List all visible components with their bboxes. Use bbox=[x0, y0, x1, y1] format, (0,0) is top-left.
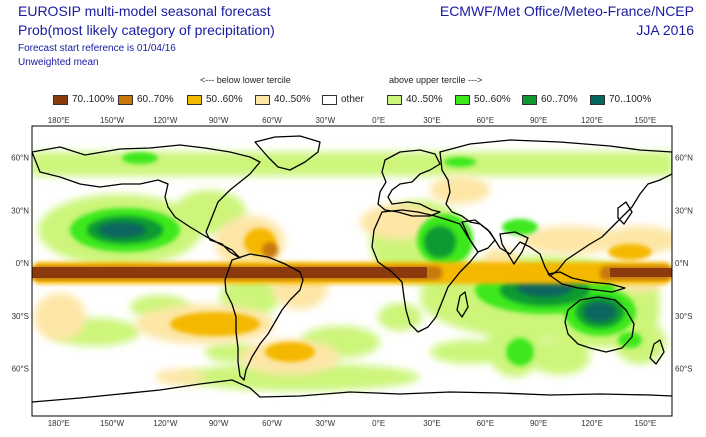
lon-label-top: 180°E bbox=[48, 116, 70, 125]
lon-label-top: 90°E bbox=[530, 116, 547, 125]
legend-swatch bbox=[118, 95, 133, 105]
legend-label: other bbox=[341, 94, 364, 105]
antarctica-coast bbox=[32, 379, 672, 403]
lat-label-right: 30°N bbox=[675, 206, 693, 215]
asia-coast bbox=[439, 139, 672, 277]
australia-coast bbox=[564, 296, 635, 353]
axis-ticks: 180°E 180°E 150°W 150°W 120°W 120°W 90°W 90°W 60… bbox=[11, 116, 693, 428]
greenland-coast bbox=[254, 135, 321, 171]
indonesia-coast bbox=[547, 271, 626, 293]
europe-coast bbox=[377, 149, 441, 217]
south-america-coast bbox=[224, 253, 304, 381]
map-title: EUROSIP multi-model seasonal forecast bbox=[18, 3, 271, 19]
lat-label-right: 60°S bbox=[675, 365, 692, 374]
source-text: ECMWF/Met Office/Meteo-France/NCEP bbox=[439, 3, 694, 19]
period-text: JJA 2016 bbox=[636, 22, 694, 38]
legend-label: 60..70% bbox=[137, 94, 174, 105]
lon-label-bottom: 120°W bbox=[153, 419, 178, 428]
lon-label-top: 60°E bbox=[477, 116, 494, 125]
legend-above-header: above upper tercile ---> bbox=[389, 75, 483, 85]
lon-label-top: 90°W bbox=[209, 116, 229, 125]
lon-label-bottom: 60°E bbox=[477, 419, 494, 428]
lat-label-left: 60°S bbox=[12, 365, 29, 374]
africa-coast bbox=[371, 209, 479, 333]
map-subtitle: Prob(most likely category of precipitati… bbox=[18, 22, 275, 38]
lon-label-bottom: 150°E bbox=[634, 419, 656, 428]
lon-label-bottom: 60°W bbox=[262, 419, 282, 428]
lon-label-bottom: 30°W bbox=[316, 419, 336, 428]
lon-label-top: 60°W bbox=[262, 116, 282, 125]
lon-label-bottom: 120°E bbox=[581, 419, 603, 428]
lon-label-top: 120°W bbox=[153, 116, 178, 125]
weighting-text: Unweighted mean bbox=[18, 57, 99, 68]
precipitation-map: 180°E 180°E 150°W 150°W 120°W 120°W 90°W 90°W 60… bbox=[11, 116, 693, 428]
lon-label-top: 150°W bbox=[100, 116, 125, 125]
lat-label-right: 0°N bbox=[675, 259, 689, 268]
arabia-coast bbox=[461, 219, 496, 253]
lon-label-bottom: 180°E bbox=[48, 419, 70, 428]
legend-label: 40..50% bbox=[406, 94, 443, 105]
legend-label: 50..60% bbox=[474, 94, 511, 105]
lat-label-left: 30°N bbox=[11, 206, 29, 215]
legend-swatch bbox=[522, 95, 537, 105]
legend-label: 60..70% bbox=[541, 94, 578, 105]
legend-swatch bbox=[322, 95, 337, 105]
north-america-coast bbox=[32, 144, 261, 259]
legend-label: 70..100% bbox=[609, 94, 652, 105]
india-coast bbox=[499, 231, 529, 265]
legend-label: 50..60% bbox=[206, 94, 243, 105]
japan-coast bbox=[617, 201, 633, 225]
new-zealand-coast bbox=[649, 339, 665, 365]
legend: 70..100% 60..70% 50..60% 40..50% other 40..50… bbox=[0, 93, 706, 107]
legend-swatch bbox=[387, 95, 402, 105]
lon-label-bottom: 0°E bbox=[372, 419, 385, 428]
forecast-start-text: Forecast start reference is 01/04/16 bbox=[18, 43, 176, 54]
lon-label-top: 120°E bbox=[581, 116, 603, 125]
lon-label-top: 150°E bbox=[634, 116, 656, 125]
coastlines bbox=[32, 135, 672, 403]
legend-label: 70..100% bbox=[72, 94, 115, 105]
legend-swatch bbox=[255, 95, 270, 105]
lon-label-bottom: 90°W bbox=[209, 419, 229, 428]
map-frame bbox=[31, 125, 673, 417]
lon-label-top: 0°E bbox=[372, 116, 385, 125]
legend-label: 40..50% bbox=[274, 94, 311, 105]
lat-label-left: 0°N bbox=[16, 259, 30, 268]
below-70-100-field bbox=[32, 267, 672, 278]
lat-label-left: 60°N bbox=[11, 154, 29, 163]
legend-swatch bbox=[53, 95, 68, 105]
legend-swatch bbox=[455, 95, 470, 105]
probability-fields bbox=[32, 152, 672, 391]
lon-label-bottom: 30°E bbox=[423, 419, 440, 428]
legend-below-header: <--- below lower tercile bbox=[200, 75, 291, 85]
legend-swatch bbox=[187, 95, 202, 105]
madagascar-coast bbox=[456, 291, 469, 318]
lat-label-left: 30°S bbox=[12, 312, 29, 321]
lat-label-right: 30°S bbox=[675, 312, 692, 321]
legend-swatch bbox=[590, 95, 605, 105]
lat-label-right: 60°N bbox=[675, 154, 693, 163]
lon-label-top: 30°W bbox=[316, 116, 336, 125]
lon-label-bottom: 90°E bbox=[530, 419, 547, 428]
lon-label-bottom: 150°W bbox=[100, 419, 125, 428]
lon-label-top: 30°E bbox=[423, 116, 440, 125]
